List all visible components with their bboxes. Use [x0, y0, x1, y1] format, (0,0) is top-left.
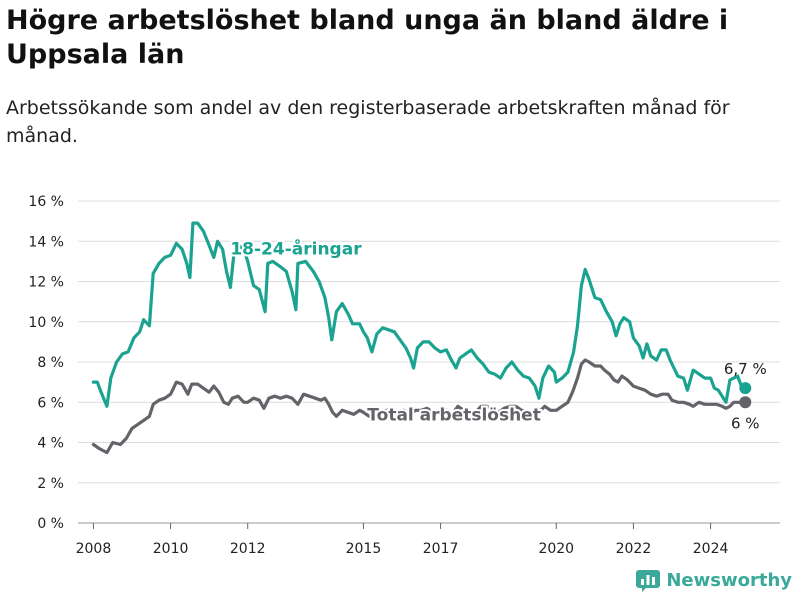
y-tick-label: 16 % [28, 194, 64, 210]
x-tick-label: 2024 [693, 541, 729, 557]
chart-subtitle: Arbetssökande som andel av den registerb… [6, 97, 730, 147]
end-point-youth [739, 382, 752, 395]
x-tick-label: 2017 [423, 541, 459, 557]
end-label-total: 6 % [731, 414, 760, 432]
series-line-total [91, 358, 747, 455]
y-tick-label: 4 % [37, 436, 64, 452]
series-name-youth: 18-24-åringar [230, 237, 362, 259]
chart-title: Högre arbetslöshet bland unga än bland ä… [6, 5, 729, 70]
y-tick-label: 10 % [28, 315, 64, 331]
x-tick-label: 2012 [230, 541, 266, 557]
chart-labels: 6,7 % 6 % 18-24-åringar Total arbetslöshet [228, 235, 767, 432]
y-tick-label: 8 % [37, 355, 64, 371]
x-tick-label: 2015 [346, 541, 382, 557]
series-lines [91, 221, 747, 455]
y-tick-label: 14 % [28, 234, 64, 250]
y-tick-label: 6 % [37, 395, 64, 411]
x-tick-label: 2010 [153, 541, 189, 557]
series-line-youth [91, 221, 747, 408]
axes: 0 % 2 % 4 % 6 % 8 % 10 % 12 % 14 % 16 % 2008 2010 2… [28, 194, 728, 557]
y-tick-label: 12 % [28, 275, 64, 291]
x-tick-label: 2008 [76, 541, 112, 557]
series-name-total: Total arbetslöshet [367, 405, 541, 425]
grid-lines [78, 200, 780, 524]
y-tick-label: 0 % [37, 516, 64, 532]
end-label-youth: 6,7 % [724, 360, 767, 378]
newsworthy-logo-icon [636, 570, 661, 592]
y-tick-label: 2 % [37, 476, 64, 492]
end-point-total [739, 396, 752, 409]
x-tick-label: 2022 [616, 541, 652, 557]
x-tick-label: 2020 [538, 541, 574, 557]
brand-logo: Newsworthy [636, 566, 792, 594]
brand-name: Newsworthy [666, 569, 792, 591]
